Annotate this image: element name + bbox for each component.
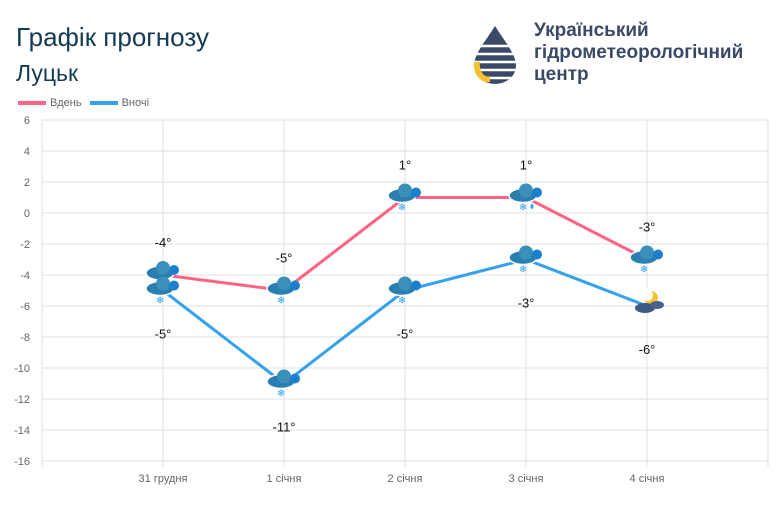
data-label-day: -5° bbox=[276, 251, 293, 266]
cloud-shape bbox=[156, 276, 170, 291]
x-tick-label: 3 січня bbox=[509, 473, 544, 485]
cloud-shape bbox=[169, 280, 179, 291]
y-tick-label: -16 bbox=[14, 456, 30, 468]
cloud-shape bbox=[640, 245, 654, 260]
legend-item-day[interactable]: Вдень bbox=[18, 97, 82, 109]
y-tick-label: -6 bbox=[20, 301, 30, 313]
cloud-shape bbox=[169, 265, 179, 275]
legend-item-night[interactable]: Вночі bbox=[89, 97, 150, 109]
cloud-shape bbox=[398, 183, 412, 198]
city-name: Луцьк bbox=[16, 60, 79, 86]
cloud-snow-icon: ❄ bbox=[387, 183, 421, 214]
cloud-shape bbox=[156, 261, 170, 275]
snowflake-icon: ❄ bbox=[398, 203, 406, 214]
org-line-2: гідрометеорологічний bbox=[534, 42, 744, 63]
cloud-shape bbox=[411, 187, 421, 198]
y-tick-label: -12 bbox=[14, 394, 30, 406]
cloud-shape bbox=[398, 276, 412, 291]
cloud-shape bbox=[290, 373, 300, 384]
cloud-shape bbox=[277, 369, 291, 384]
org-line-1: Український bbox=[534, 20, 649, 41]
y-tick-label: 6 bbox=[24, 115, 30, 127]
data-label-day: 1° bbox=[520, 158, 532, 173]
x-tick-label: 1 січня bbox=[267, 473, 302, 485]
cloud-shape bbox=[532, 249, 542, 260]
cloud-rain-snow-icon: ❄ bbox=[508, 183, 542, 214]
ugmc-logo-icon bbox=[473, 26, 516, 84]
x-tick-label: 4 січня bbox=[630, 473, 665, 485]
data-label-night: -5° bbox=[155, 327, 172, 342]
snowflake-icon: ❄ bbox=[277, 389, 285, 400]
raindrop-icon bbox=[530, 204, 534, 209]
snowflake-icon: ❄ bbox=[398, 296, 406, 307]
cloud-shape bbox=[653, 249, 663, 260]
y-tick-label: -8 bbox=[20, 332, 30, 344]
snowflake-icon: ❄ bbox=[156, 296, 164, 307]
legend-label-night: Вночі bbox=[121, 97, 150, 109]
cloud-shape bbox=[635, 303, 655, 313]
data-label-day: -3° bbox=[639, 220, 656, 235]
cloud-shape bbox=[277, 276, 291, 291]
cloud-snow-icon: ❄ bbox=[387, 276, 421, 307]
cloud-snow-icon: ❄ bbox=[629, 245, 663, 276]
x-tick-label: 2 січня bbox=[388, 473, 423, 485]
cloud-snow-icon: ❄ bbox=[145, 276, 179, 307]
legend: Вдень Вночі bbox=[18, 97, 149, 109]
org-line-3: центр bbox=[534, 64, 589, 85]
page-title: Графік прогнозу bbox=[16, 22, 209, 52]
cloud-snow-icon: ❄ bbox=[266, 276, 300, 307]
data-label-day: -4° bbox=[155, 235, 172, 250]
cloud-shape bbox=[519, 183, 533, 198]
data-label-night: -6° bbox=[639, 342, 656, 357]
moon-cloud-icon bbox=[635, 289, 664, 313]
data-label-day: 1° bbox=[399, 158, 411, 173]
snowflake-icon: ❄ bbox=[640, 265, 648, 276]
cloud-snow-icon: ❄ bbox=[508, 245, 542, 276]
data-label-night: -11° bbox=[272, 420, 295, 435]
y-tick-label: -4 bbox=[20, 270, 30, 282]
x-tick-label: 31 грудня bbox=[139, 473, 188, 485]
y-tick-label: 0 bbox=[24, 208, 30, 220]
y-tick-label: -10 bbox=[14, 363, 30, 375]
cloud-snow-icon: ❄ bbox=[266, 369, 300, 400]
cloud-shape bbox=[411, 280, 421, 291]
data-label-night: -3° bbox=[518, 296, 535, 311]
cloud-shape bbox=[519, 245, 533, 260]
y-tick-label: -2 bbox=[20, 239, 30, 251]
cloud-shape bbox=[290, 280, 300, 291]
data-label-night: -5° bbox=[397, 327, 414, 342]
legend-label-day: Вдень bbox=[50, 97, 82, 109]
moon-cutout bbox=[641, 289, 653, 301]
y-tick-label: 4 bbox=[24, 146, 30, 158]
organization-name: Український гідрометеорологічний центр bbox=[534, 20, 743, 86]
y-tick-label: -14 bbox=[14, 425, 30, 437]
snowflake-icon: ❄ bbox=[519, 203, 527, 214]
cloud-shape bbox=[650, 301, 664, 309]
y-tick-label: 2 bbox=[24, 177, 30, 189]
snowflake-icon: ❄ bbox=[519, 265, 527, 276]
snowflake-icon: ❄ bbox=[277, 296, 285, 307]
cloud-shape bbox=[532, 187, 542, 198]
